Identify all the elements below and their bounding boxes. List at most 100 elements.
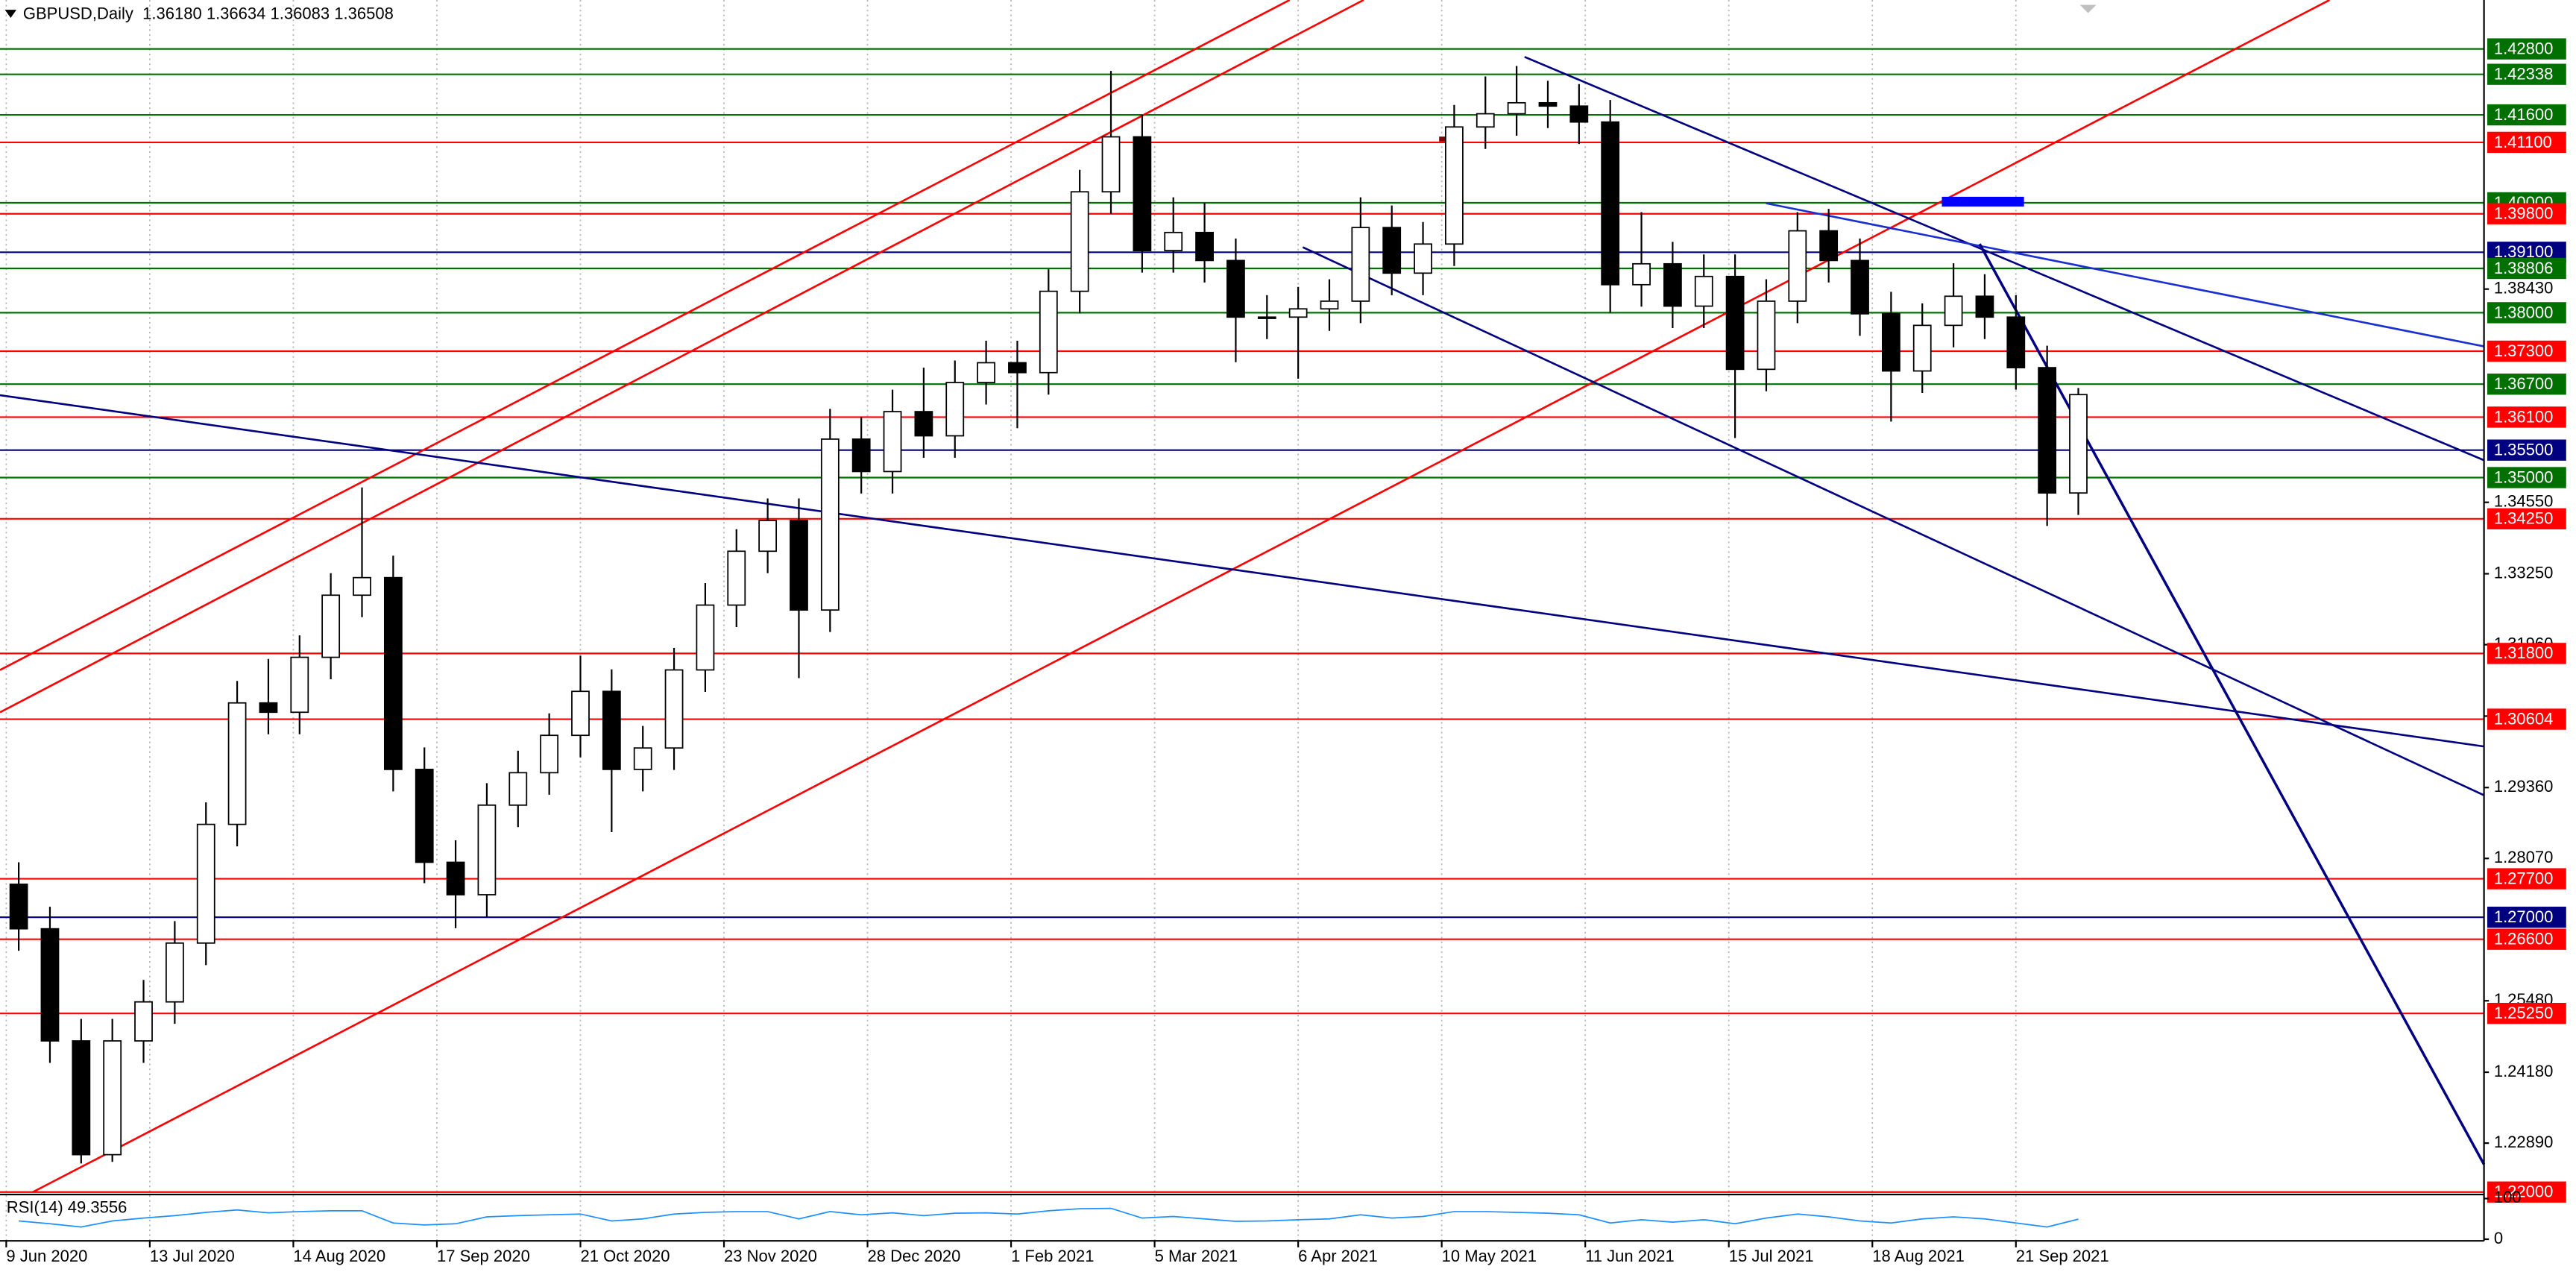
x-tick-label: 1 Feb 2021: [1011, 1247, 1094, 1265]
candle-body: [727, 550, 746, 606]
candle-body: [1133, 136, 1152, 251]
level-label-bg: [2487, 1181, 2566, 1203]
candle-body: [383, 576, 403, 770]
candle-body: [1320, 300, 1339, 310]
zone-box: [1942, 196, 2024, 207]
x-tick-label: 11 Jun 2021: [1585, 1247, 1675, 1265]
candle-body: [353, 576, 371, 596]
candle-body: [227, 702, 247, 825]
candle-body: [477, 804, 497, 895]
rsi-tick-label: 0: [2494, 1229, 2503, 1247]
candle-body: [1445, 126, 1464, 245]
x-tick-label: 9 Jun 2020: [6, 1247, 87, 1265]
candle-body: [914, 411, 933, 437]
x-tick-label: 15 Jul 2021: [1729, 1247, 1814, 1265]
y-tick-label: 1.29360: [2494, 777, 2554, 796]
level-label: 1.42800: [2494, 40, 2554, 58]
y-tick-label: 1.28070: [2494, 848, 2554, 866]
candle-body: [321, 594, 341, 658]
trendline: [0, 0, 1364, 714]
candle-body: [72, 1040, 91, 1156]
level-label-bg: [2487, 508, 2566, 529]
level-label: 1.42338: [2494, 65, 2554, 84]
candle-body: [1601, 121, 1620, 286]
level-label-bg: [2487, 203, 2566, 224]
level-label: 1.36100: [2494, 407, 2554, 426]
rsi-tick-label: 100: [2494, 1188, 2522, 1206]
candle-body: [820, 438, 840, 611]
candle-body: [851, 438, 871, 473]
trendline: [0, 394, 2484, 748]
scroll-marker: [2079, 4, 2097, 13]
trendline: [1302, 246, 2485, 796]
candle-body: [40, 928, 60, 1042]
trendline: [0, 0, 1291, 671]
x-tick-label: 18 Aug 2021: [1872, 1247, 1965, 1265]
candle-body: [1008, 362, 1027, 374]
candle-body: [1414, 243, 1432, 274]
level-label-bg: [2487, 38, 2566, 60]
level-label: 1.26600: [2494, 930, 2554, 948]
level-label-bg: [2487, 643, 2566, 664]
level-label-bg: [2487, 302, 2566, 324]
candle-body: [1070, 191, 1089, 292]
candle-body: [540, 734, 559, 774]
trendline: [1978, 243, 2486, 1165]
candle-body: [1725, 275, 1745, 371]
menu-triangle: [4, 10, 17, 18]
candle-body: [103, 1040, 122, 1156]
candle-body: [1632, 262, 1651, 286]
y-tick-label: 1.38430: [2494, 279, 2554, 298]
level-label: 1.41600: [2494, 105, 2554, 124]
candle-body: [2038, 367, 2057, 494]
level-label: 1.30604: [2494, 710, 2554, 728]
level-label: 1.27700: [2494, 869, 2554, 888]
level-label-bg: [2487, 257, 2566, 280]
trendlines: [0, 0, 2486, 1193]
candle-body: [9, 884, 28, 930]
candle-body: [790, 520, 808, 611]
candle-body: [1507, 101, 1526, 115]
level-label-bg: [2487, 131, 2566, 154]
candle-body: [1351, 227, 1370, 302]
level-label: 1.36700: [2494, 374, 2554, 393]
level-label: 1.38806: [2494, 259, 2554, 277]
level-label: 1.35000: [2494, 468, 2554, 486]
level-label: 1.34250: [2494, 509, 2554, 528]
candle-body: [1663, 262, 1682, 307]
candle-body: [633, 747, 652, 770]
x-tick-label: 21 Sep 2021: [2016, 1247, 2109, 1265]
candle-body: [1382, 227, 1402, 274]
candle-body: [508, 772, 528, 806]
level-label: 1.25250: [2494, 1004, 2554, 1022]
level-label-bg: [2487, 63, 2566, 85]
candle-body: [1569, 105, 1589, 123]
candle-body: [1757, 300, 1776, 371]
candle-body: [446, 861, 465, 895]
candle-body: [1257, 316, 1276, 319]
candle-body: [1476, 113, 1495, 128]
level-label: 1.37300: [2494, 341, 2554, 360]
candle-body: [1912, 324, 1932, 372]
level-label: 1.39800: [2494, 204, 2554, 223]
candle-body: [1288, 308, 1308, 318]
candle-body: [1975, 295, 1994, 318]
candles-layer: [9, 66, 2088, 1228]
x-tick-label: 17 Sep 2020: [437, 1247, 530, 1265]
candle-body: [1851, 259, 1869, 315]
chart-title: GBPUSD,Daily 1.36180 1.36634 1.36083 1.3…: [23, 4, 394, 22]
x-tick-label: 5 Mar 2021: [1155, 1247, 1238, 1265]
x-tick-label: 13 Jul 2020: [150, 1247, 235, 1265]
candle-body: [1538, 101, 1558, 107]
x-tick-label: 28 Dec 2020: [868, 1247, 961, 1265]
y-tick-label: 1.33250: [2494, 563, 2554, 582]
candle-body: [1195, 231, 1214, 262]
candle-body: [758, 520, 778, 552]
y-tick-label: 1.34550: [2494, 492, 2554, 511]
level-label-bg: [2487, 406, 2566, 428]
candle-body: [134, 1001, 153, 1042]
candle-body: [2069, 394, 2088, 494]
level-label-bg: [2487, 928, 2566, 950]
